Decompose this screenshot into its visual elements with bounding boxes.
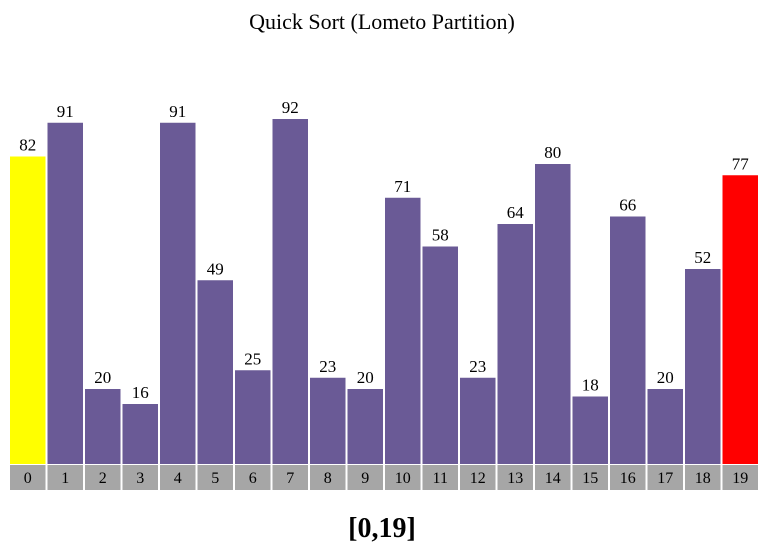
bar-3 xyxy=(122,404,158,464)
value-label-0: 82 xyxy=(19,136,36,155)
index-label-19: 19 xyxy=(732,470,748,487)
index-label-5: 5 xyxy=(211,470,219,487)
value-labels-layer: 82 91 20 16 91 49 25 92 23 20 71 58 23 64 80 18 66 20 52 77 xyxy=(19,98,749,402)
bar-13 xyxy=(497,224,533,464)
value-label-4: 91 xyxy=(169,102,186,121)
index-label-9: 9 xyxy=(361,470,369,487)
index-label-16: 16 xyxy=(620,470,636,487)
value-label-7: 92 xyxy=(282,98,299,117)
value-label-6: 25 xyxy=(244,349,261,368)
value-label-15: 18 xyxy=(582,376,599,395)
bar-8 xyxy=(310,377,346,464)
index-cell-14 xyxy=(535,465,571,490)
index-label-18: 18 xyxy=(695,470,711,487)
bar-9 xyxy=(347,389,383,464)
index-label-0: 0 xyxy=(24,470,32,487)
index-cell-1 xyxy=(47,465,83,490)
index-cell-9 xyxy=(347,465,383,490)
bar-16 xyxy=(610,216,646,464)
index-cell-18 xyxy=(685,465,721,490)
chart-title: Quick Sort (Lometo Partition) xyxy=(249,9,515,34)
index-cell-12 xyxy=(460,465,496,490)
bar-11 xyxy=(422,246,458,464)
bar-5 xyxy=(197,280,233,464)
index-cell-8 xyxy=(310,465,346,490)
index-cell-15 xyxy=(572,465,608,490)
index-cell-5 xyxy=(197,465,233,490)
index-label-7: 7 xyxy=(286,470,294,487)
index-label-17: 17 xyxy=(657,470,673,487)
index-cell-13 xyxy=(497,465,533,490)
index-label-1: 1 xyxy=(61,470,69,487)
bar-6 xyxy=(235,370,271,464)
bar-12 xyxy=(460,377,496,464)
value-label-8: 23 xyxy=(319,357,336,376)
value-label-9: 20 xyxy=(357,368,374,387)
index-cell-2 xyxy=(85,465,121,490)
index-cell-17 xyxy=(647,465,683,490)
index-cell-10 xyxy=(385,465,421,490)
index-label-15: 15 xyxy=(582,470,598,487)
bar-14 xyxy=(535,164,571,464)
bar-17 xyxy=(647,389,683,464)
bar-10 xyxy=(385,197,421,464)
value-label-12: 23 xyxy=(469,357,486,376)
value-label-10: 71 xyxy=(394,177,411,196)
value-label-18: 52 xyxy=(694,248,711,267)
bar-1 xyxy=(47,122,83,464)
index-cell-16 xyxy=(610,465,646,490)
index-row: 0 1 2 3 4 5 6 7 8 9 10 11 12 13 14 15 16 17 18 19 xyxy=(10,465,758,490)
value-label-3: 16 xyxy=(132,383,149,402)
index-cell-6 xyxy=(235,465,271,490)
index-label-8: 8 xyxy=(324,470,332,487)
index-cell-11 xyxy=(422,465,458,490)
index-label-4: 4 xyxy=(174,470,182,487)
value-label-16: 66 xyxy=(619,196,636,215)
bar-2 xyxy=(85,389,121,464)
index-label-3: 3 xyxy=(136,470,144,487)
index-label-12: 12 xyxy=(470,470,486,487)
bar-4 xyxy=(160,122,196,464)
range-label: [0,19] xyxy=(348,513,416,544)
index-cell-19 xyxy=(722,465,758,490)
value-label-17: 20 xyxy=(657,368,674,387)
value-label-11: 58 xyxy=(432,226,449,245)
value-label-5: 49 xyxy=(207,259,224,278)
index-cell-3 xyxy=(122,465,158,490)
bar-7 xyxy=(272,119,308,464)
bar-0 xyxy=(10,156,46,464)
index-cell-7 xyxy=(272,465,308,490)
bars-layer xyxy=(10,119,758,464)
index-cell-0 xyxy=(10,465,46,490)
index-label-14: 14 xyxy=(545,470,561,487)
value-label-13: 64 xyxy=(507,203,525,222)
index-label-2: 2 xyxy=(99,470,107,487)
value-label-2: 20 xyxy=(94,368,111,387)
index-label-13: 13 xyxy=(507,470,523,487)
index-label-10: 10 xyxy=(395,470,411,487)
index-label-11: 11 xyxy=(433,470,448,487)
value-label-19: 77 xyxy=(732,154,750,173)
index-cell-4 xyxy=(160,465,196,490)
index-label-6: 6 xyxy=(249,470,257,487)
value-label-14: 80 xyxy=(544,143,561,162)
value-label-1: 91 xyxy=(57,102,74,121)
bar-15 xyxy=(572,396,608,464)
bar-18 xyxy=(685,269,721,464)
bar-19 xyxy=(722,175,758,464)
